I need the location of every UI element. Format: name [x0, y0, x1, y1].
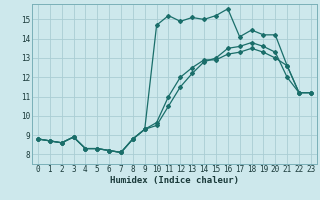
X-axis label: Humidex (Indice chaleur): Humidex (Indice chaleur) — [110, 176, 239, 185]
